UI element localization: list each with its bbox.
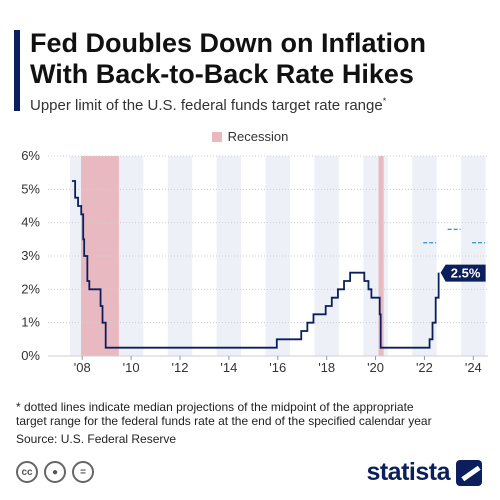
y-tick-label: 1% [21, 315, 40, 330]
no-derivatives-icon[interactable]: = [72, 461, 94, 483]
footnote: * dotted lines indicate median projectio… [16, 400, 432, 428]
legend-recession-label: Recession [227, 129, 289, 144]
x-tick-label: '14 [220, 360, 237, 375]
source-note: Source: U.S. Federal Reserve [16, 432, 177, 446]
license-icons: cc ● = [16, 461, 94, 483]
creative-commons-icon[interactable]: cc [16, 461, 38, 483]
recession-swatch [211, 132, 222, 142]
x-tick-label: '16 [269, 360, 286, 375]
y-tick-label: 5% [21, 181, 40, 196]
chart-subtitle: Upper limit of the U.S. federal funds ta… [30, 96, 386, 114]
rate-series-line [71, 180, 440, 349]
x-tick-label: '18 [318, 360, 335, 375]
x-tick-label: '12 [172, 360, 189, 375]
statista-mark-icon [456, 459, 482, 486]
brand-name: statista [366, 458, 450, 486]
statista-logo[interactable]: statista [366, 458, 482, 487]
subtitle-text: Upper limit of the U.S. federal funds ta… [30, 97, 383, 114]
page-title: Fed Doubles Down on Inflation With Back-… [30, 28, 426, 89]
annotation-label-text: 2.5% [451, 266, 481, 281]
x-tick-label: '08 [74, 360, 91, 375]
y-tick-label: 4% [21, 215, 40, 230]
y-tick-label: 3% [21, 248, 40, 263]
x-tick-label: '24 [465, 360, 482, 375]
x-tick-label: '10 [123, 360, 140, 375]
year-band [118, 156, 144, 356]
attribution-icon[interactable]: ● [44, 461, 66, 483]
y-tick-label: 0% [21, 348, 40, 363]
rate-line-chart: 0% 1% 2% 3% 4% 5% 6% '08 '10 '12 '14 '16 '18 '20 '22 '2… [21, 148, 488, 375]
y-tick-label: 6% [21, 148, 40, 163]
x-tick-label: '20 [367, 360, 384, 375]
title-accent-bar [14, 30, 20, 111]
current-rate-annotation: 2.5% [440, 264, 486, 282]
annotation-label-box [440, 264, 486, 282]
year-band [461, 156, 486, 356]
x-tick-label: '22 [416, 360, 433, 375]
y-tick-label: 2% [21, 281, 40, 296]
year-band [265, 156, 290, 356]
subtitle-footnote-mark: * [382, 96, 387, 106]
chart-legend: Recession [0, 129, 500, 144]
